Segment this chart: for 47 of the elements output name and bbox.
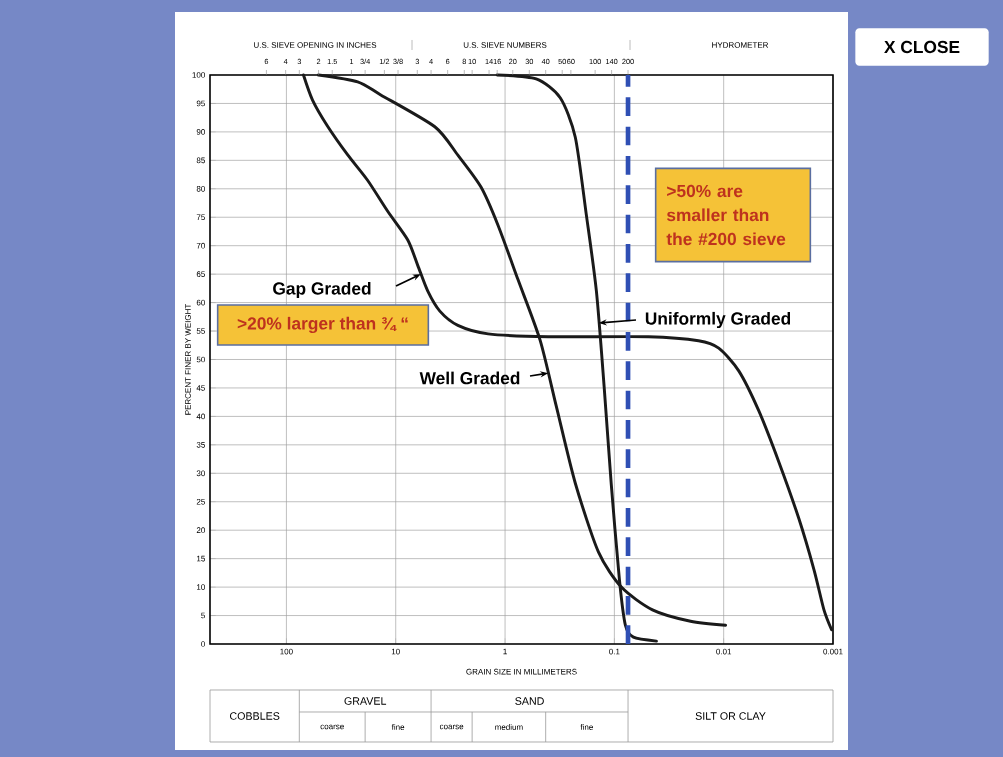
y-tick-label: 20 [196,527,205,534]
text: GRAVEL [344,697,387,705]
x-tick-label: 0.001 [823,648,843,655]
y-tick-label: 80 [196,185,205,192]
text: fine [391,724,405,730]
text: X CLOSE [884,40,960,54]
x-axis-title: GRAIN SIZE IN MILLIMETERS [466,668,577,675]
y-tick-label: 100 [192,72,205,78]
x-tick-label: 0.01 [716,648,732,655]
annotation: Uniformly Graded [645,311,791,329]
annotation: >20% larger than ¾ “ [237,316,408,334]
y-tick-label: 25 [196,498,205,505]
y-tick-label: 40 [196,413,205,420]
x-tick-label: 10 [391,648,400,655]
y-tick-label: 45 [196,385,205,391]
y-tick-label: 0 [201,641,205,647]
y-tick-label: 90 [196,129,205,135]
y-tick-label: 70 [196,242,205,249]
text: coarse [320,724,344,730]
text: medium [495,724,523,730]
y-tick-label: 65 [196,271,205,277]
y-tick-label: 60 [196,299,205,306]
y-tick-label: 85 [196,157,205,164]
y-tick-label: 10 [197,584,205,590]
text: SAND [515,697,544,705]
annotation: >50% are smaller than the #200 sieve [666,184,786,246]
annotation: Well Graded [419,371,520,385]
text: fine [580,724,593,730]
text: coarse [439,724,464,730]
y-tick-label: 50 [196,356,205,363]
y-tick-label: 35 [196,442,205,448]
y-tick-label: 75 [196,214,205,221]
text: U.S. SIEVE OPENING IN INCHES [254,42,377,48]
y-tick-label: 15 [197,555,205,562]
y-tick-label: 95 [196,100,205,107]
y-axis-title: PERCENT FINER BY WEIGHT [185,303,191,415]
x-tick-label: 1 [503,648,507,655]
y-tick-label: 30 [196,470,205,477]
text: COBBLES [230,712,280,720]
y-tick-label: 5 [201,612,205,619]
y-tick-label: 55 [196,328,205,334]
x-tick-label: 0.1 [609,648,620,655]
x-tick-label: 100 [280,648,293,655]
text: HYDROMETER [712,42,769,48]
annotation: Gap Graded [273,281,371,299]
text: SILT OR CLAY [695,712,766,720]
text: U.S. SIEVE NUMBERS [463,42,547,48]
